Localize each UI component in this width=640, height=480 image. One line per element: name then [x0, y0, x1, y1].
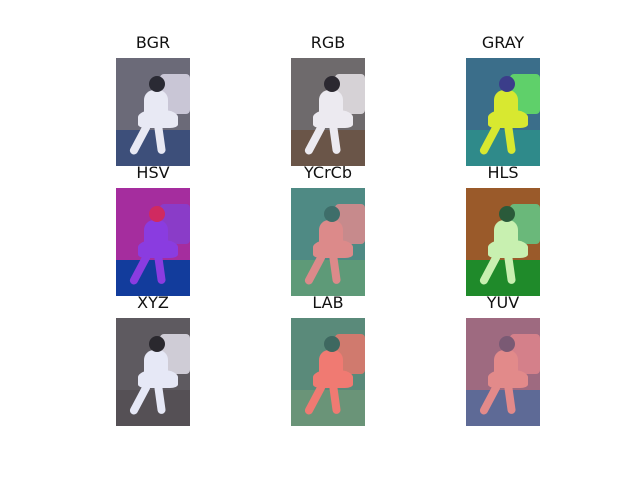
image-panel-yuv — [466, 318, 540, 426]
floor-region — [466, 390, 540, 426]
torso-region — [144, 350, 168, 378]
floor-region — [291, 390, 365, 426]
panel-title-hsv: HSV — [136, 163, 170, 182]
image-panel-hsv — [116, 188, 190, 296]
torso-region — [144, 90, 168, 118]
image-panel-rgb — [291, 58, 365, 166]
panel-title-hls: HLS — [487, 163, 519, 182]
torso-region — [319, 350, 343, 378]
torso-region — [494, 220, 518, 248]
head-region — [324, 76, 340, 92]
torso-region — [494, 90, 518, 118]
image-panel-lab — [291, 318, 365, 426]
head-region — [499, 206, 515, 222]
floor-region — [466, 260, 540, 296]
head-region — [324, 336, 340, 352]
floor-region — [291, 130, 365, 166]
torso-region — [494, 350, 518, 378]
panel-title-lab: LAB — [312, 293, 344, 312]
floor-region — [466, 130, 540, 166]
floor-region — [116, 130, 190, 166]
head-region — [149, 76, 165, 92]
floor-region — [116, 390, 190, 426]
torso-region — [144, 220, 168, 248]
image-panel-bgr — [116, 58, 190, 166]
panel-title-rgb: RGB — [310, 33, 346, 52]
image-panel-hls — [466, 188, 540, 296]
head-region — [499, 336, 515, 352]
head-region — [499, 76, 515, 92]
head-region — [149, 336, 165, 352]
panel-title-gray: GRAY — [481, 33, 525, 52]
panel-title-bgr: BGR — [135, 33, 171, 52]
panel-title-ycrcb: YCrCb — [304, 163, 352, 182]
image-panel-gray — [466, 58, 540, 166]
head-region — [149, 206, 165, 222]
image-panel-xyz — [116, 318, 190, 426]
floor-region — [116, 260, 190, 296]
floor-region — [291, 260, 365, 296]
torso-region — [319, 220, 343, 248]
torso-region — [319, 90, 343, 118]
image-panel-ycrcb — [291, 188, 365, 296]
panel-title-yuv: YUV — [486, 293, 520, 312]
panel-title-xyz: XYZ — [137, 293, 169, 312]
head-region — [324, 206, 340, 222]
